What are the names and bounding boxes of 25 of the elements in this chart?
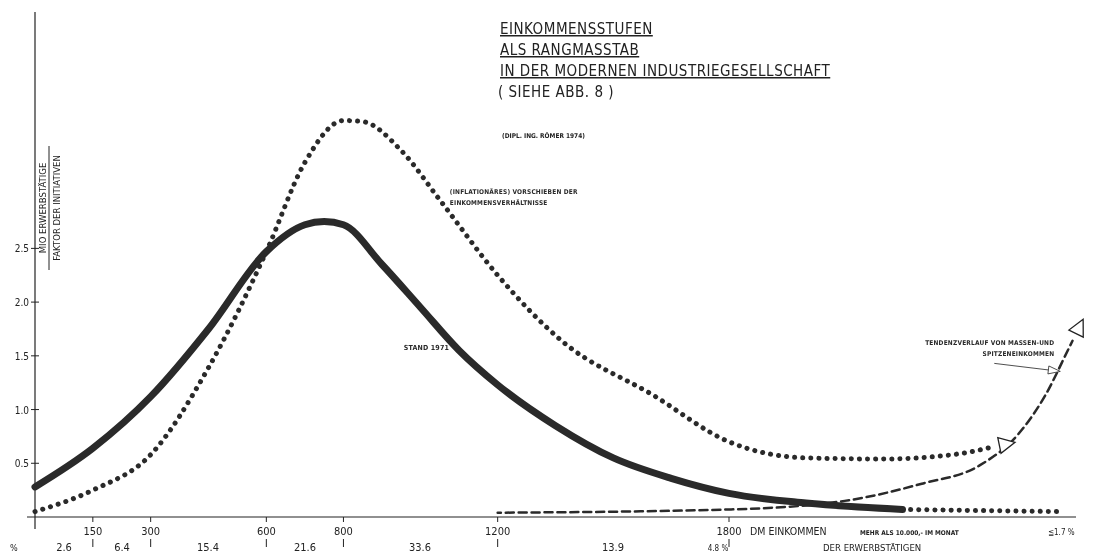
y-axis-title: MIO ERWERBSTÄTIGE FAKTOR DER INITIATIVEN <box>37 155 62 261</box>
y-tick-label: 2.5 <box>14 243 29 255</box>
text: DER ERWERBSTÄTIGEN <box>823 542 922 553</box>
text: 13.9 <box>601 541 625 554</box>
x-tick-label: 800 <box>334 525 353 538</box>
text: EINKOMMENSSTUFEN ALS RANGMASSTAB IN DER MODERNEN INDUSTRIEGESELLSCHAFT <box>500 20 831 80</box>
x-tick-label: 1200 <box>485 525 511 538</box>
y-tick-label: 1.0 <box>14 404 30 416</box>
x-tick-label: 150 <box>83 525 103 538</box>
text: 33.6 <box>408 541 432 554</box>
text: 4.8 % <box>707 544 729 553</box>
y-tick-label: 0.5 <box>14 458 29 470</box>
text: 6.4 <box>114 541 130 554</box>
x-tick-label: 600 <box>256 525 276 538</box>
y-tick-label: 2.0 <box>14 297 30 309</box>
x-axis-title: DM EINKOMMEN <box>750 525 827 537</box>
text: 15.4 <box>196 541 220 554</box>
text: ( SIEHE ABB. 8 ) <box>498 83 615 101</box>
y-tick-label: 1.5 <box>14 350 29 362</box>
x-tick-label: 300 <box>141 525 161 538</box>
text: ≦1.7 % <box>1048 528 1075 537</box>
x-tick-label: 1800 <box>716 525 742 538</box>
text: 2.6 <box>56 541 72 554</box>
text: % <box>10 543 18 553</box>
text: 21.6 <box>293 541 317 554</box>
